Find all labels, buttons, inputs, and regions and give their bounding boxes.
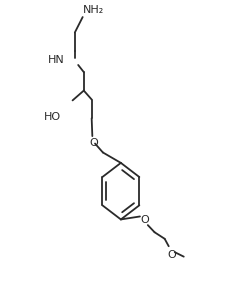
Text: HN: HN [48,55,64,65]
Text: HO: HO [44,112,61,122]
Text: O: O [140,215,149,225]
Text: O: O [89,138,98,148]
Text: O: O [167,250,176,260]
Text: NH₂: NH₂ [82,5,104,15]
